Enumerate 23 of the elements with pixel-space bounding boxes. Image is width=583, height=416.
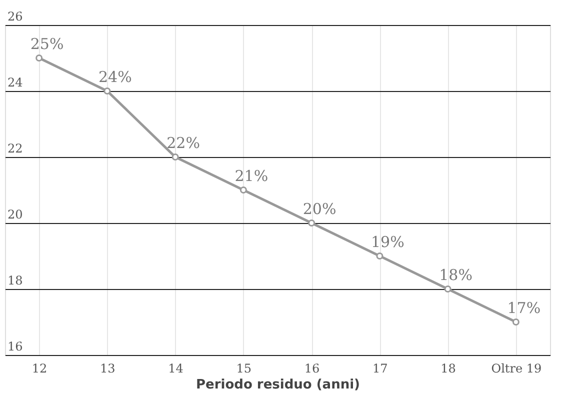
y-tick-label: 26 [8, 10, 23, 24]
x-tick-label: 18 [440, 362, 456, 376]
x-tick-label: Oltre 19 [491, 362, 542, 376]
y-tick-label: 22 [8, 142, 23, 156]
data-label: 21% [234, 167, 268, 185]
data-label: 22% [166, 134, 200, 152]
data-label: 24% [98, 68, 132, 86]
x-tick-label: 13 [100, 362, 116, 376]
data-label: 20% [302, 200, 336, 218]
x-axis-title: Periodo residuo (anni) [196, 378, 360, 392]
data-label: 18% [439, 266, 472, 284]
data-label: 25% [30, 35, 64, 53]
x-tick-label: 16 [304, 362, 320, 376]
x-tick-label: 12 [32, 362, 48, 376]
x-tick-label: 17 [372, 362, 388, 376]
y-tick-label: 20 [8, 208, 23, 222]
y-tick-label: 24 [8, 76, 24, 90]
data-label: 19% [371, 233, 404, 251]
x-tick-label: 14 [168, 362, 184, 376]
x-tick-label: 15 [236, 362, 252, 376]
y-tick-label: 18 [8, 274, 23, 288]
y-tick-label: 16 [8, 340, 23, 354]
data-label: 17% [507, 299, 541, 317]
